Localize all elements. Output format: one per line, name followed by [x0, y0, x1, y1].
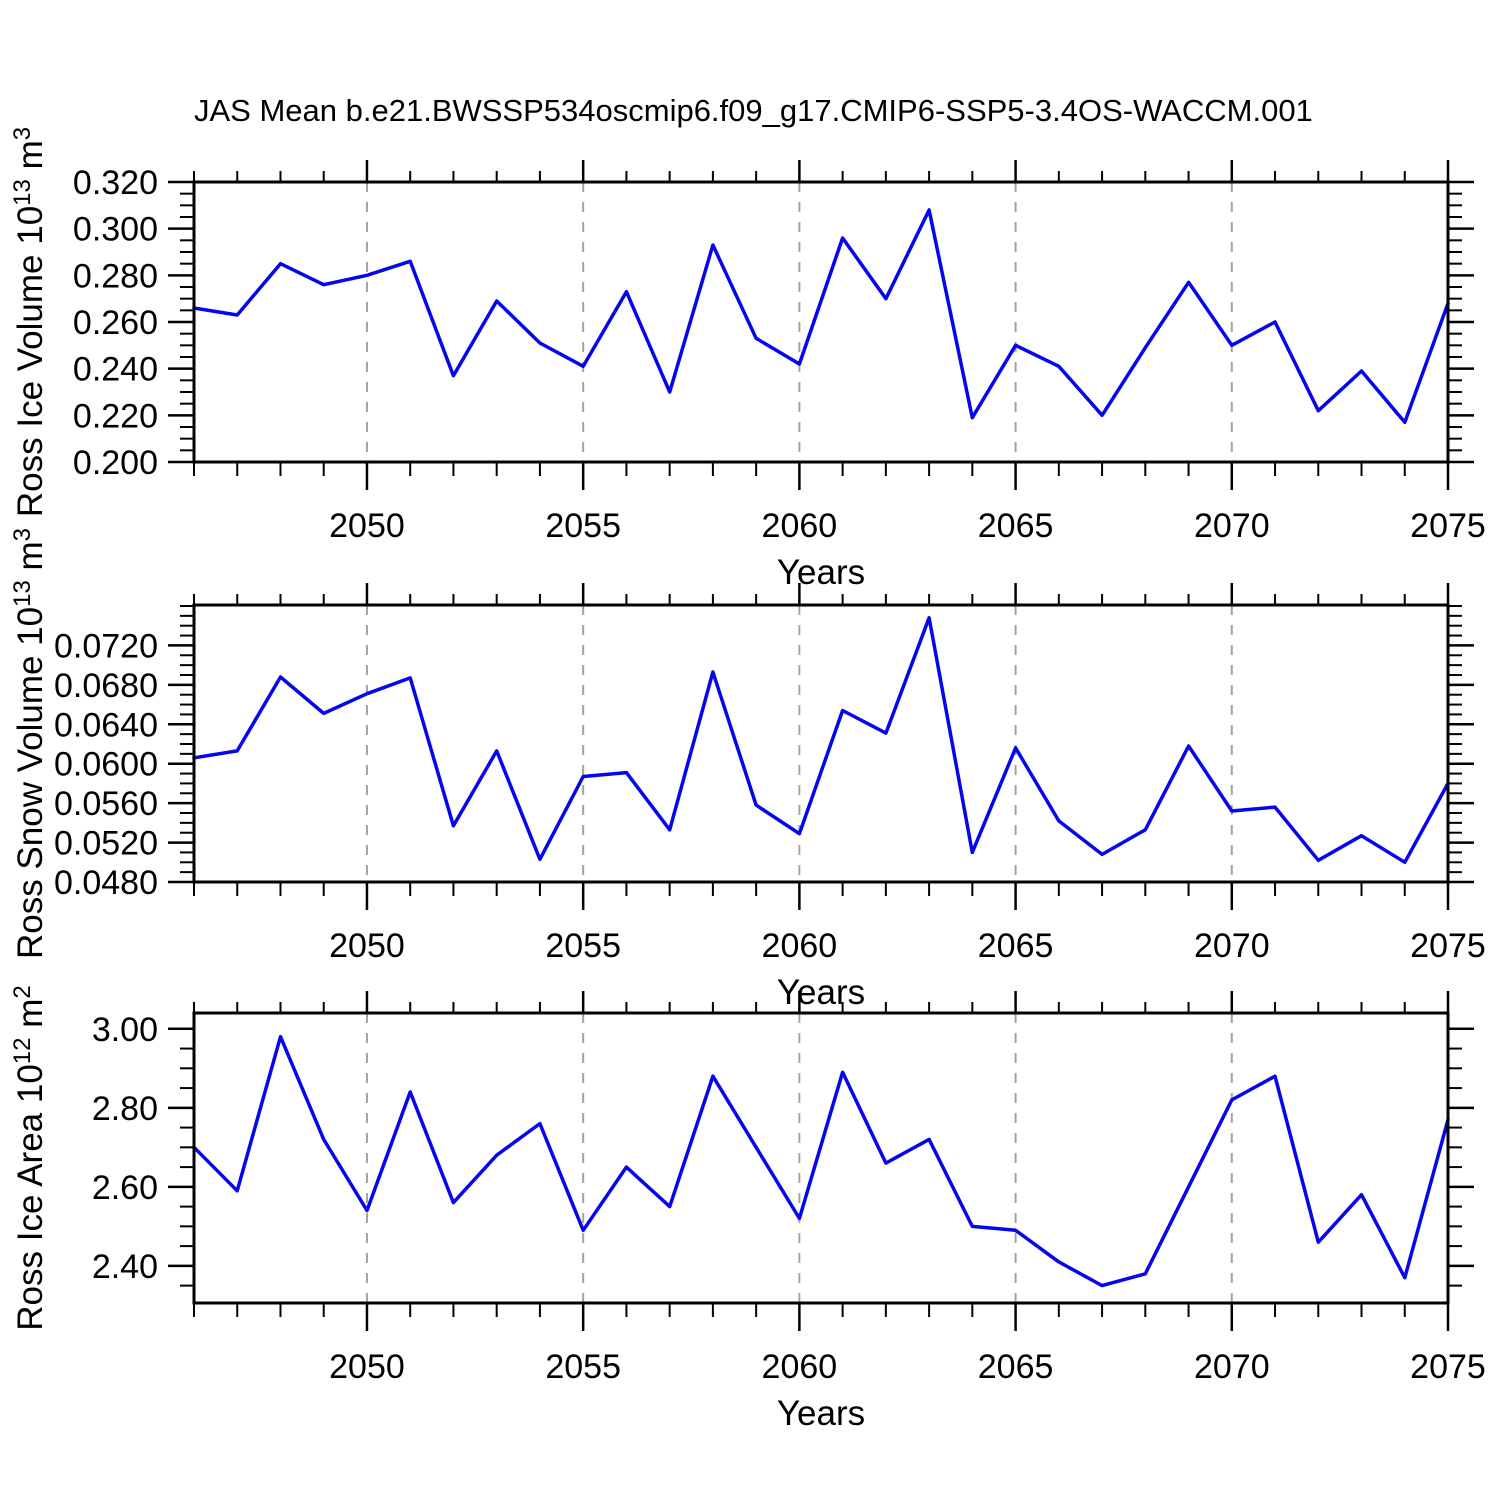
x-tick-label: 2065: [978, 507, 1054, 545]
panel-ross-snow-volume: 2050 2055 2060 2065 2070 2075 0.04800.05200.05…: [9, 528, 1486, 1012]
y-tick-label: 0.300: [73, 211, 158, 249]
x-tick-label: 2075: [1410, 507, 1486, 545]
x-tick-label: 2060: [762, 1348, 838, 1386]
series-line-ross-ice-area: [192, 1034, 1450, 1288]
x-tick-label: 2070: [1194, 927, 1270, 965]
y-tick-label: 3.00: [92, 1011, 158, 1049]
y-axis-label-ross-ice-area: Ross Ice Area 1012 m2: [9, 985, 50, 1331]
x-tick-label: 2065: [978, 1348, 1054, 1386]
panel-ross-ice-volume: 2050 2055 2060 2065 2070 2075 0.200 0.220 0.240 0…: [9, 127, 1486, 592]
y-tick-label: 0.0680: [54, 667, 158, 705]
y-tick-label: 0.0640: [54, 706, 158, 744]
y-tick-label: 0.0480: [54, 864, 158, 902]
x-tick-label: 2075: [1410, 1348, 1486, 1386]
y-tick-label: 0.220: [73, 397, 158, 435]
y-axis-label-ross-snow-volume: Ross Snow Volume 1013 m3: [9, 528, 50, 959]
x-tick-label: 2055: [545, 507, 621, 545]
y-tick-label: 2.40: [92, 1248, 158, 1286]
y-tick-label: 0.200: [73, 444, 158, 482]
x-tick-label: 2055: [545, 927, 621, 965]
y-tick-label: 0.280: [73, 257, 158, 295]
x-axis-label: Years: [777, 1394, 865, 1433]
y-axis-label-ross-ice-volume: Ross Ice Volume 1013 m3: [9, 127, 50, 517]
x-tick-label: 2055: [545, 1348, 621, 1386]
plot-box: [192, 603, 1450, 884]
y-tick-label: 0.0560: [54, 785, 158, 823]
x-tick-label: 2070: [1194, 1348, 1270, 1386]
series-line-ross-ice-volume: [192, 208, 1450, 425]
x-axis-label: Years: [777, 553, 865, 592]
x-tick-label: 2075: [1410, 927, 1486, 965]
plot-box: [192, 1011, 1450, 1305]
x-tick-label: 2050: [329, 507, 405, 545]
x-tick-label: 2065: [978, 927, 1054, 965]
y-tick-label: 0.240: [73, 351, 158, 389]
x-tick-label: 2050: [329, 1348, 405, 1386]
x-tick-label: 2070: [1194, 507, 1270, 545]
plot-box: [192, 180, 1450, 464]
y-tick-label: 0.0520: [54, 825, 158, 863]
plot-title: JAS Mean b.e21.BWSSP534oscmip6.f09_g17.C…: [194, 93, 1313, 128]
y-tick-label: 0.0600: [54, 746, 158, 784]
x-axis-label: Years: [777, 973, 865, 1012]
y-tick-label: 2.60: [92, 1169, 158, 1207]
x-tick-label: 2060: [762, 507, 838, 545]
series-line-ross-snow-volume: [192, 616, 1450, 865]
y-tick-label: 0.0720: [54, 627, 158, 665]
x-tick-label: 2060: [762, 927, 838, 965]
y-tick-label: 0.320: [73, 164, 158, 202]
y-tick-label: 0.260: [73, 304, 158, 342]
x-tick-label: 2050: [329, 927, 405, 965]
y-tick-label: 2.80: [92, 1090, 158, 1128]
panel-ross-ice-area: 2050 2055 2060 2065 2070 2075 2.40 2.60 2.80 3.00…: [9, 985, 1486, 1433]
